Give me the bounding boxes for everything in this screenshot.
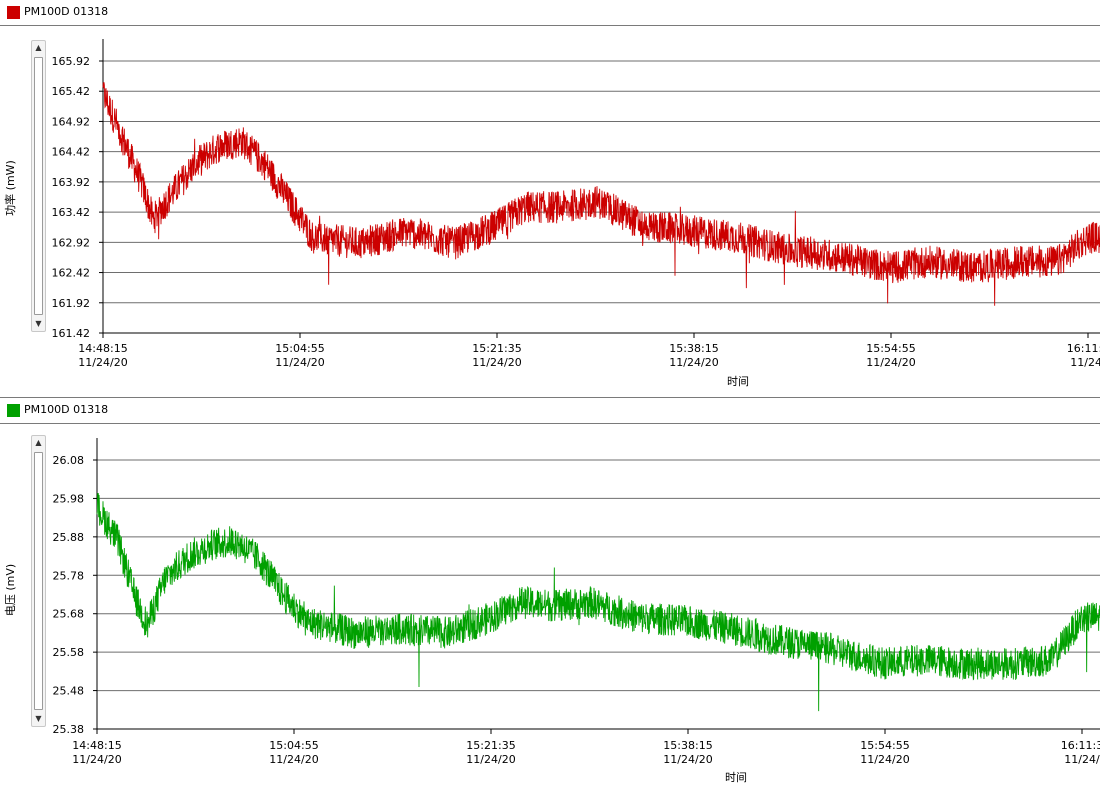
voltage-legend-swatch xyxy=(7,404,20,417)
scroll-up-arrow-icon[interactable]: ▲ xyxy=(35,43,42,52)
power-chart-legend-bar: PM100D 01318 xyxy=(0,0,1100,26)
voltage-chart-legend-bar: PM100D 01318 xyxy=(0,397,1100,424)
scroll-thumb[interactable] xyxy=(34,57,43,315)
power-legend-label: PM100D 01318 xyxy=(24,5,109,18)
power-chart-panel: PM100D 01318 ▲ ▼ 功率 (mW) 时间 xyxy=(0,0,1100,396)
scroll-thumb[interactable] xyxy=(34,452,43,710)
power-x-axis-label: 时间 xyxy=(727,375,749,388)
voltage-y-axis-label: 电压 (mV) xyxy=(4,563,17,617)
voltage-vertical-scrollbar[interactable]: ▲ ▼ xyxy=(31,435,46,727)
voltage-x-axis-label: 时间 xyxy=(725,771,747,784)
scroll-down-arrow-icon[interactable]: ▼ xyxy=(35,319,42,328)
power-legend-swatch xyxy=(7,6,20,19)
power-vertical-scrollbar[interactable]: ▲ ▼ xyxy=(31,40,46,332)
scroll-down-arrow-icon[interactable]: ▼ xyxy=(35,714,42,723)
voltage-chart-panel: PM100D 01318 ▲ ▼ 电压 (mV) 时间 xyxy=(0,397,1100,794)
scroll-up-arrow-icon[interactable]: ▲ xyxy=(35,438,42,447)
power-y-axis-label: 功率 (mW) xyxy=(4,160,17,216)
voltage-legend-label: PM100D 01318 xyxy=(24,403,109,416)
